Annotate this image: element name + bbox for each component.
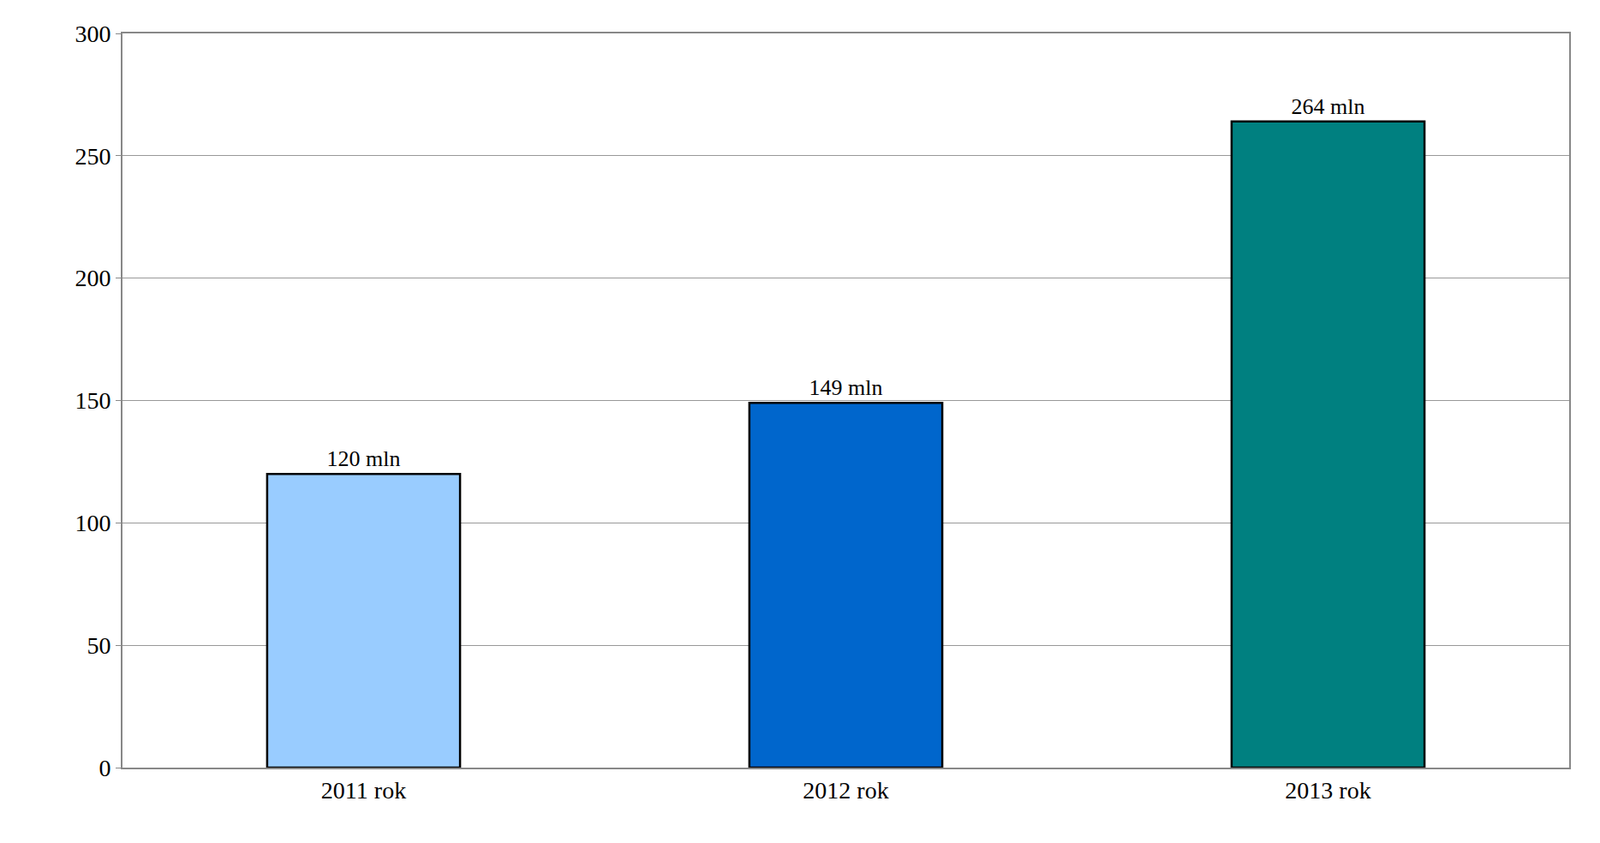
svg-text:0: 0 [98, 754, 111, 782]
svg-text:2011 rok: 2011 rok [321, 776, 406, 804]
svg-text:2013 rok: 2013 rok [1284, 776, 1371, 804]
svg-text:150: 150 [74, 387, 111, 414]
svg-text:2012 rok: 2012 rok [802, 776, 889, 804]
svg-text:200: 200 [74, 264, 111, 292]
svg-text:100: 100 [74, 509, 111, 537]
svg-text:300: 300 [74, 20, 111, 48]
svg-text:250: 250 [74, 143, 111, 170]
svg-text:120 mln: 120 mln [327, 446, 401, 472]
svg-text:50: 50 [86, 632, 111, 659]
svg-text:264 mln: 264 mln [1291, 94, 1366, 120]
svg-text:149 mln: 149 mln [809, 375, 884, 400]
